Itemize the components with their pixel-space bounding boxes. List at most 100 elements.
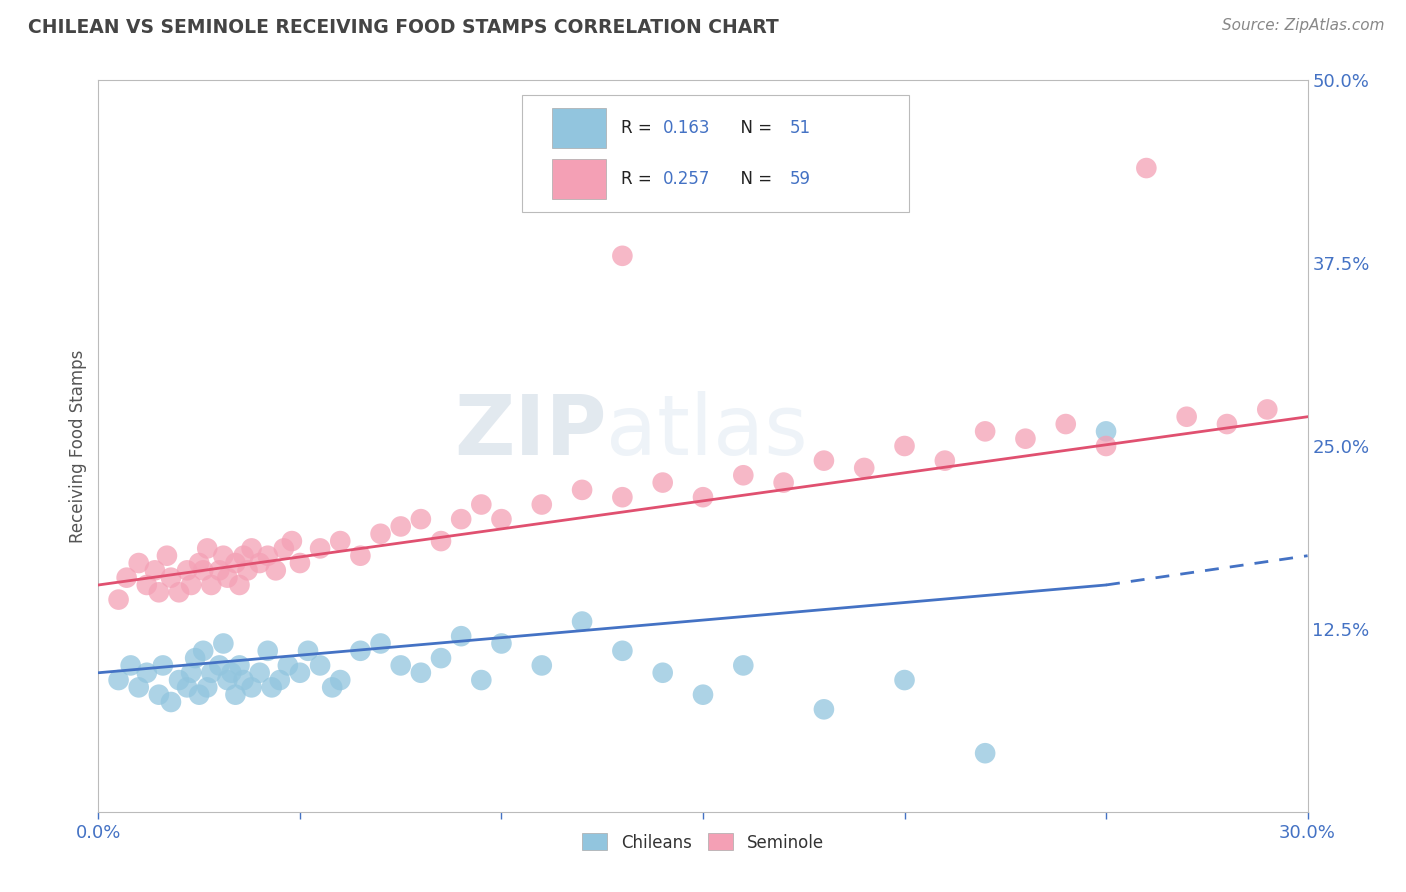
Point [853, 461, 876, 475]
Point [236, 563, 259, 577]
Point [733, 658, 755, 673]
Text: R =: R = [621, 119, 657, 136]
Point [232, 549, 254, 563]
Point [389, 519, 412, 533]
Point [128, 556, 150, 570]
Point [212, 549, 235, 563]
Text: CHILEAN VS SEMINOLE RECEIVING FOOD STAMPS CORRELATION CHART: CHILEAN VS SEMINOLE RECEIVING FOOD STAMP… [28, 18, 779, 37]
Point [893, 439, 915, 453]
Point [180, 665, 202, 680]
Point [249, 665, 271, 680]
Point [148, 585, 170, 599]
Point [260, 681, 283, 695]
Text: N =: N = [730, 119, 778, 136]
Point [160, 571, 183, 585]
Text: 51: 51 [790, 119, 811, 136]
Point [224, 688, 246, 702]
Point [651, 665, 673, 680]
Point [256, 644, 278, 658]
Point [249, 556, 271, 570]
Point [329, 673, 352, 687]
Point [228, 658, 250, 673]
Point [217, 673, 239, 687]
Point [309, 541, 332, 556]
Point [264, 563, 287, 577]
Point [612, 644, 634, 658]
Point [1095, 439, 1118, 453]
Point [232, 673, 254, 687]
Point [193, 563, 215, 577]
Point [409, 665, 432, 680]
Point [491, 636, 513, 650]
Point [430, 651, 453, 665]
Point [120, 658, 142, 673]
Point [143, 563, 166, 577]
Point [152, 658, 174, 673]
Point [692, 490, 714, 504]
Point [135, 578, 157, 592]
Point [370, 526, 392, 541]
Point [389, 658, 412, 673]
Point [176, 681, 198, 695]
Point [329, 534, 352, 549]
Point [1135, 161, 1157, 175]
Point [813, 453, 835, 467]
Y-axis label: Receiving Food Stamps: Receiving Food Stamps [69, 350, 87, 542]
Point [217, 571, 239, 585]
FancyBboxPatch shape [551, 108, 606, 148]
Point [1216, 417, 1239, 431]
Point [176, 563, 198, 577]
Point [1256, 402, 1278, 417]
Point [651, 475, 673, 490]
Point [893, 673, 915, 687]
Text: Source: ZipAtlas.com: Source: ZipAtlas.com [1222, 18, 1385, 33]
Text: R =: R = [621, 170, 657, 188]
Text: 0.257: 0.257 [664, 170, 710, 188]
Point [160, 695, 183, 709]
Point [1054, 417, 1077, 431]
Point [450, 629, 472, 643]
Point [195, 541, 218, 556]
Point [115, 571, 138, 585]
Point [571, 615, 593, 629]
Point [491, 512, 513, 526]
Point [224, 556, 246, 570]
Point [813, 702, 835, 716]
Point [188, 556, 211, 570]
Point [107, 673, 129, 687]
Point [409, 512, 432, 526]
Point [107, 592, 129, 607]
Text: 59: 59 [790, 170, 811, 188]
Text: 0.163: 0.163 [664, 119, 710, 136]
Point [208, 658, 231, 673]
Point [269, 673, 291, 687]
Point [208, 563, 231, 577]
Point [281, 534, 304, 549]
Point [530, 658, 553, 673]
Point [288, 556, 311, 570]
Point [188, 688, 211, 702]
Point [571, 483, 593, 497]
Point [430, 534, 453, 549]
Text: ZIP: ZIP [454, 391, 606, 472]
Point [309, 658, 332, 673]
FancyBboxPatch shape [522, 95, 908, 212]
Point [128, 681, 150, 695]
Point [612, 249, 634, 263]
Point [200, 665, 222, 680]
Point [772, 475, 794, 490]
Legend: Chileans, Seminole: Chileans, Seminole [575, 827, 831, 858]
Point [256, 549, 278, 563]
FancyBboxPatch shape [551, 159, 606, 199]
Point [974, 425, 997, 439]
Point [167, 673, 190, 687]
Point [167, 585, 190, 599]
Point [288, 665, 311, 680]
Point [1014, 432, 1036, 446]
Point [193, 644, 215, 658]
Point [184, 651, 207, 665]
Point [370, 636, 392, 650]
Point [135, 665, 157, 680]
Point [1095, 425, 1118, 439]
Text: N =: N = [730, 170, 778, 188]
